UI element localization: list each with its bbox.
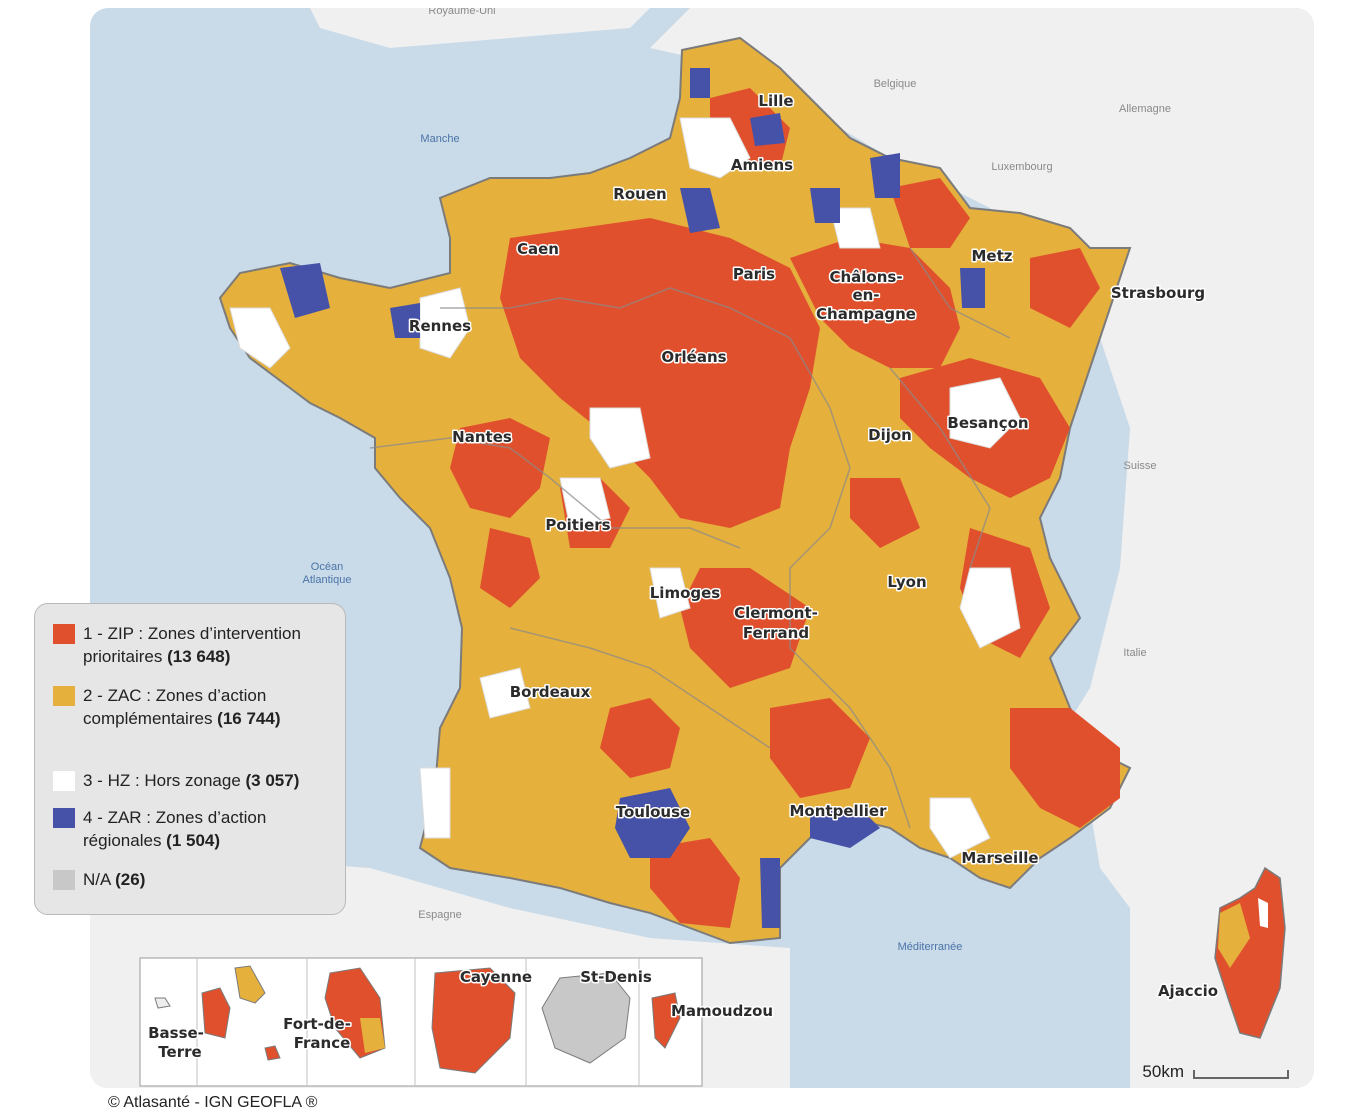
- city-label: Bordeaux: [510, 683, 591, 701]
- sea-label: Atlantique: [303, 574, 352, 586]
- city-label: Champagne: [816, 305, 916, 323]
- legend-label: 2 - ZAC : Zones d’action complémentaires…: [83, 684, 345, 730]
- city-label: Poitiers: [545, 516, 610, 534]
- overseas-label: France: [294, 1034, 351, 1052]
- city-label: Châlons-: [829, 268, 902, 286]
- city-label: Paris: [733, 265, 775, 283]
- legend-count: (16 744): [217, 709, 281, 728]
- country-label: Allemagne: [1119, 103, 1171, 115]
- legend-swatch: [53, 808, 75, 828]
- legend-text: ZIP : Zones d’intervention prioritaires: [83, 624, 301, 666]
- city-label: Ajaccio: [1158, 982, 1218, 1000]
- legend-text: ZAR : Zones d’action régionales: [83, 808, 267, 850]
- city-label: Montpellier: [790, 802, 888, 820]
- scale-label: 50km: [1142, 1062, 1184, 1081]
- country-label: Belgique: [874, 78, 917, 90]
- zar-areas: [280, 68, 985, 928]
- city-label: Lille: [758, 92, 793, 110]
- legend-prefix: 2 -: [83, 686, 108, 705]
- overseas-label: Mamoudzou: [671, 1002, 773, 1020]
- legend-prefix: 4 -: [83, 808, 108, 827]
- city-label: Metz: [971, 247, 1012, 265]
- legend-swatch: [53, 686, 75, 706]
- city-label: Marseille: [961, 849, 1038, 867]
- legend-swatch: [53, 624, 75, 644]
- credit-text: © Atlasanté - IGN GEOFLA ®: [108, 1094, 318, 1111]
- sea-label: Méditerranée: [898, 941, 963, 953]
- neighbor-land: [650, 8, 1314, 1088]
- legend-text: HZ : Hors zonage: [107, 771, 246, 790]
- legend-text: ZAC : Zones d’action complémentaires: [83, 686, 267, 728]
- legend-count: (3 057): [245, 771, 300, 790]
- overseas-label: Basse-: [148, 1024, 204, 1042]
- map-frame[interactable]: Manche Océan Atlantique Méditerranée Royaume…: [90, 8, 1314, 1088]
- country-label: Suisse: [1123, 460, 1156, 472]
- legend-count: (13 648): [167, 647, 231, 666]
- sea-label: Manche: [420, 133, 459, 145]
- legend-swatch: [53, 771, 75, 791]
- country-label: Royaume-Uni: [428, 8, 495, 17]
- city-label: Clermont-: [734, 604, 818, 622]
- legend-count: (26): [115, 870, 146, 889]
- legend-label: 1 - ZIP : Zones d’intervention prioritai…: [83, 622, 345, 668]
- country-label: Luxembourg: [991, 161, 1052, 173]
- city-label: Dijon: [868, 426, 912, 444]
- city-label: Lyon: [887, 573, 926, 591]
- legend-text: N/A: [83, 870, 116, 889]
- overseas-label: Terre: [158, 1043, 201, 1061]
- city-label: Toulouse: [616, 803, 690, 821]
- city-label: Limoges: [650, 584, 721, 602]
- neighbor-land-uk: [310, 8, 650, 48]
- sea-label: Océan: [311, 561, 343, 573]
- country-label: Espagne: [418, 909, 461, 921]
- hz-areas: [229, 117, 1021, 859]
- overseas-inset: [139, 957, 703, 1087]
- map-legend: 1 - ZIP : Zones d’intervention prioritai…: [34, 603, 346, 915]
- legend-label: N/A (26): [83, 868, 345, 891]
- overseas-label: Cayenne: [460, 968, 532, 986]
- city-label: Strasbourg: [1111, 284, 1205, 302]
- city-label: Rennes: [409, 317, 471, 335]
- city-label: Rouen: [613, 185, 666, 203]
- region-boundaries: [369, 247, 1011, 829]
- legend-prefix: 3 -: [83, 771, 108, 790]
- legend-label: 4 - ZAR : Zones d’action régionales (1 5…: [83, 806, 345, 852]
- city-label: Amiens: [731, 156, 793, 174]
- overseas-label: Fort-de-: [283, 1015, 351, 1033]
- legend-count: (1 504): [166, 831, 221, 850]
- city-label: Ferrand: [743, 624, 809, 642]
- city-label: en-: [852, 286, 879, 304]
- legend-swatch: [53, 870, 75, 890]
- scale-bar: [1193, 1070, 1289, 1079]
- overseas-label: St-Denis: [580, 968, 652, 986]
- country-label: Italie: [1123, 647, 1146, 659]
- city-label: Orléans: [661, 348, 726, 366]
- city-label: Caen: [517, 240, 559, 258]
- city-label: Nantes: [452, 428, 512, 446]
- city-label: Besançon: [947, 414, 1028, 432]
- corsica-hz: [1258, 898, 1268, 928]
- legend-prefix: 1 -: [83, 624, 108, 643]
- corsica-zac: [1218, 903, 1250, 968]
- legend-label: 3 - HZ : Hors zonage (3 057): [83, 769, 345, 792]
